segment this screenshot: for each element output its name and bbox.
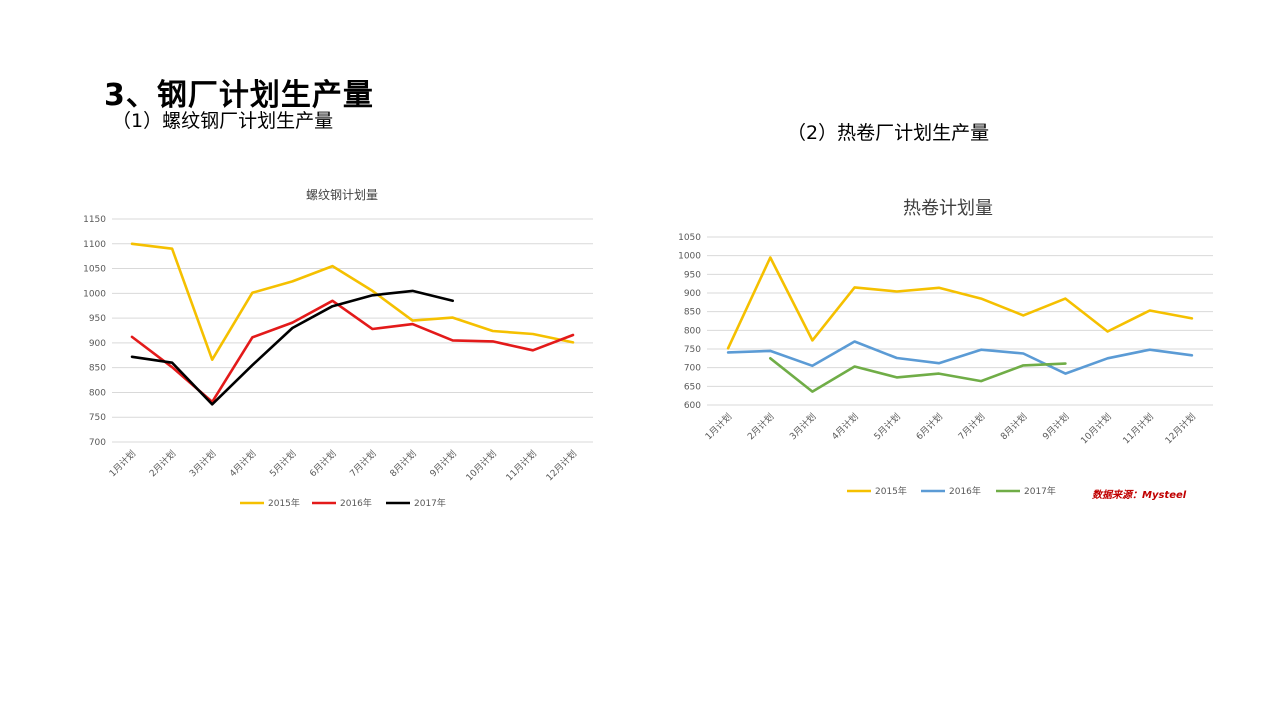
rebar-x-tick-label: 9月计划 <box>427 448 459 480</box>
rebar-x-tick-label: 11月计划 <box>503 448 539 484</box>
rebar-y-tick-label: 1000 <box>83 289 106 299</box>
rebar-y-tick-label: 950 <box>89 314 106 324</box>
rebar-x-tick-label: 4月计划 <box>227 448 259 480</box>
rebar-y-tick-label: 800 <box>89 388 106 398</box>
rebar-x-tick-label: 12月计划 <box>543 448 579 484</box>
hotcoil-series-line-2 <box>726 340 1194 375</box>
hotcoil-legend-label: 2017年 <box>1024 485 1056 497</box>
hotcoil-x-tick-label: 5月计划 <box>871 411 903 443</box>
rebar-chart-title: 螺纹钢计划量 <box>306 188 378 202</box>
rebar-x-tick-label: 6月计划 <box>307 448 339 480</box>
hotcoil-legend-label: 2015年 <box>875 485 907 497</box>
hotcoil-y-tick-label: 800 <box>684 326 701 336</box>
hotcoil-x-tick-label: 12月计划 <box>1162 411 1198 447</box>
rebar-y-tick-label: 1150 <box>83 215 106 225</box>
rebar-x-tick-label: 7月计划 <box>347 448 379 480</box>
rebar-y-tick-label: 1100 <box>83 240 106 250</box>
rebar-legend-label: 2017年 <box>414 497 446 509</box>
hotcoil-y-tick-label: 1000 <box>678 252 701 262</box>
hotcoil-chart: 热卷计划量 600 650 700 750 800 850 900 950 1000 1050 1月计… <box>678 198 1213 497</box>
rebar-legend-label: 2016年 <box>340 497 372 509</box>
rebar-y-tick-label: 750 <box>89 413 106 423</box>
hotcoil-y-tick-label: 850 <box>684 308 701 318</box>
hotcoil-y-tick-label: 600 <box>684 401 701 411</box>
hotcoil-x-tick-label: 3月计划 <box>787 411 819 443</box>
hotcoil-y-tick-label: 950 <box>684 270 701 280</box>
hotcoil-y-tick-label: 900 <box>684 289 701 299</box>
rebar-x-tick-label: 5月计划 <box>267 448 299 480</box>
rebar-section-subtitle: （1）螺纹钢厂计划生产量 <box>112 110 334 132</box>
hotcoil-x-tick-label: 1月计划 <box>703 411 735 443</box>
hotcoil-series-line-3 <box>769 357 1067 393</box>
hotcoil-x-tick-label: 9月计划 <box>1040 411 1072 443</box>
rebar-x-tick-label: 10月计划 <box>463 448 499 484</box>
hotcoil-y-tick-label: 700 <box>684 364 701 374</box>
hotcoil-y-tick-label: 1050 <box>678 233 701 243</box>
rebar-x-tick-label: 3月计划 <box>187 448 219 480</box>
rebar-x-tick-label: 8月计划 <box>387 448 419 480</box>
hotcoil-x-tick-label: 2月计划 <box>745 411 777 443</box>
hotcoil-legend-label: 2016年 <box>949 485 981 497</box>
hotcoil-x-tick-label: 4月计划 <box>829 411 861 443</box>
data-source-note: 数据来源：Mysteel <box>1092 490 1187 501</box>
hot-coil-section-subtitle: （2）热卷厂计划生产量 <box>787 122 990 144</box>
rebar-y-tick-label: 850 <box>89 364 106 374</box>
rebar-chart: 螺纹钢计划量 700 750 800 850 900 950 1000 1050 1100 1150… <box>83 188 593 509</box>
hotcoil-x-tick-label: 11月计划 <box>1120 411 1156 447</box>
rebar-x-tick-label: 2月计划 <box>147 448 179 480</box>
rebar-series-line-2 <box>130 299 575 404</box>
rebar-x-tick-label: 1月计划 <box>107 448 139 480</box>
slide-title: 3、钢厂计划生产量 <box>104 78 374 113</box>
rebar-y-tick-label: 1050 <box>83 265 106 275</box>
rebar-y-tick-label: 700 <box>89 438 106 448</box>
rebar-y-tick-label: 900 <box>89 339 106 349</box>
rebar-series-line-3 <box>130 289 454 406</box>
hotcoil-series-line-1 <box>726 256 1194 350</box>
hotcoil-y-tick-label: 650 <box>684 382 701 392</box>
hotcoil-y-tick-label: 750 <box>684 345 701 355</box>
hotcoil-x-tick-label: 6月计划 <box>913 411 945 443</box>
rebar-legend-label: 2015年 <box>268 497 300 509</box>
hotcoil-x-tick-label: 10月计划 <box>1078 411 1114 447</box>
hotcoil-chart-title: 热卷计划量 <box>903 198 993 219</box>
rebar-series-line-1 <box>130 242 575 361</box>
hotcoil-x-tick-label: 7月计划 <box>956 411 988 443</box>
hotcoil-x-tick-label: 8月计划 <box>998 411 1030 443</box>
